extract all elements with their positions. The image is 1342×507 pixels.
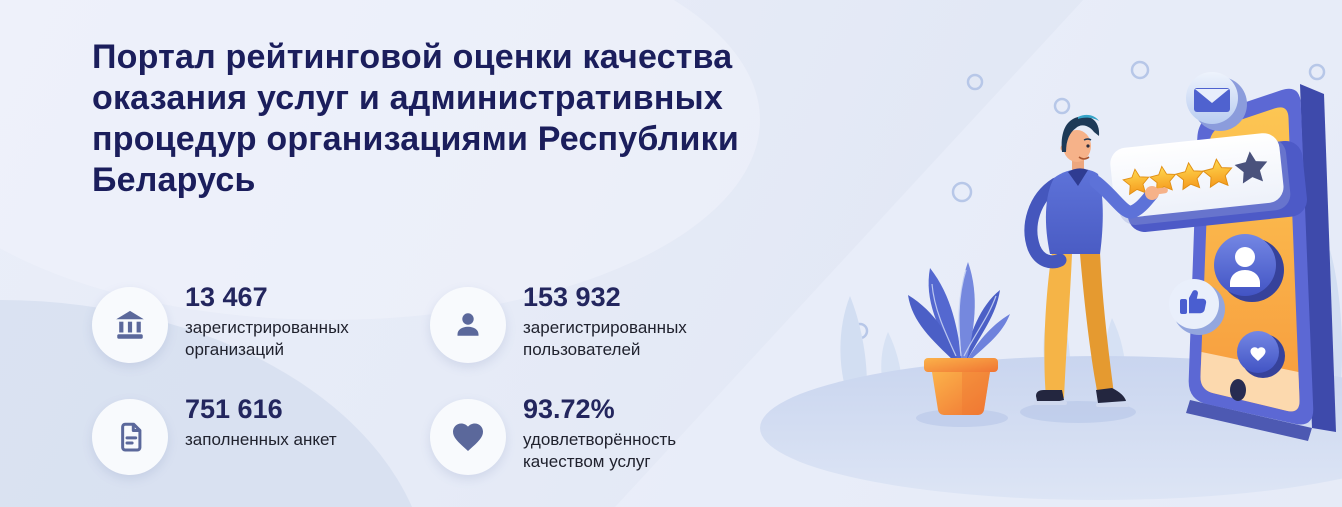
mail-icon: [1186, 72, 1247, 131]
user-icon: [457, 313, 479, 336]
page-title: Портал рейтинговой оценки качества оказа…: [92, 37, 739, 201]
stat-item-organizations: 13 467 зарегистрированных организаций: [92, 281, 430, 393]
plant-illustration: [908, 262, 1010, 427]
stat-label: зарегистрированных организаций: [185, 318, 349, 359]
document-icon: [121, 422, 142, 452]
stat-text: 13 467 зарегистрированных организаций: [185, 281, 407, 361]
heart-icon-circle: [430, 399, 506, 475]
stat-value: 153 932: [523, 282, 621, 312]
stat-text: 751 616 заполненных анкет: [185, 393, 337, 451]
page-title-line: оказания услуг и административных: [92, 79, 723, 117]
stat-value: 13 467: [185, 282, 268, 312]
stat-item-satisfaction: 93.72% удовлетворённость качеством услуг: [430, 393, 790, 505]
document-icon-circle: [92, 399, 168, 475]
user-icon-circle: [430, 287, 506, 363]
heart-icon: [453, 423, 483, 452]
page-title-line: Портал рейтинговой оценки качества: [92, 38, 733, 76]
stat-label: зарегистрированных пользователей: [523, 318, 687, 359]
page-title-line: процедур организациями Республики: [92, 120, 739, 158]
stat-value: 93.72%: [523, 394, 615, 424]
thumbs-up-icon: [1169, 279, 1225, 335]
stat-value: 751 616: [185, 394, 283, 424]
stat-label: удовлетворённость качеством услуг: [523, 430, 677, 471]
bank-icon-circle: [92, 287, 168, 363]
man-illustration: [1020, 114, 1168, 423]
bank-icon: [116, 310, 144, 339]
stats-grid: 13 467 зарегистрированных организаций 15…: [92, 281, 790, 505]
stat-item-users: 153 932 зарегистрированных пользователей: [430, 281, 790, 393]
avatar-icon: [1214, 234, 1284, 302]
page-title-line: Беларусь: [92, 161, 256, 199]
stat-label: заполненных анкет: [185, 430, 337, 449]
stat-text: 153 932 зарегистрированных пользователей: [523, 281, 745, 361]
heart-app-icon: [1237, 331, 1285, 378]
stat-item-surveys: 751 616 заполненных анкет: [92, 393, 430, 505]
stat-text: 93.72% удовлетворённость качеством услуг: [523, 393, 745, 473]
